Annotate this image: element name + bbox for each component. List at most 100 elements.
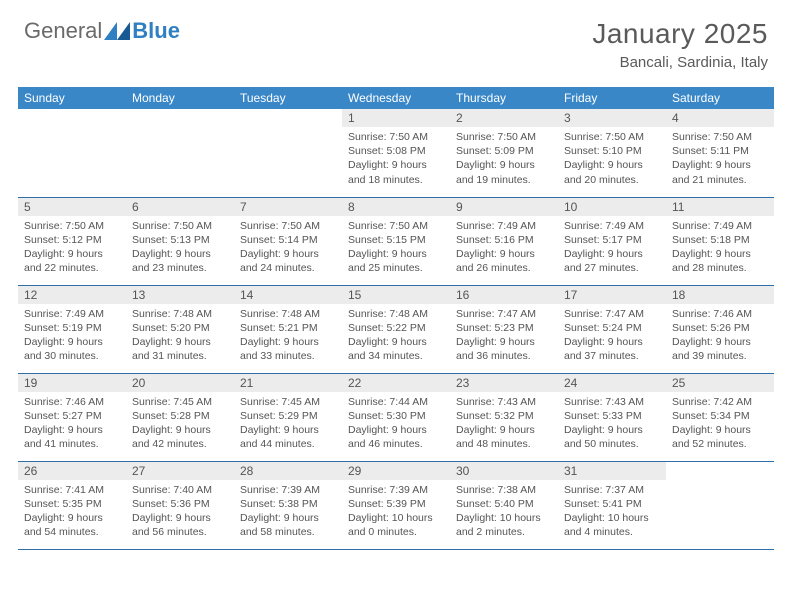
day-number: 18 [666, 286, 774, 304]
day-details: Sunrise: 7:47 AMSunset: 5:24 PMDaylight:… [558, 304, 666, 368]
day-number: 16 [450, 286, 558, 304]
day-number: 29 [342, 462, 450, 480]
calendar-cell: 18Sunrise: 7:46 AMSunset: 5:26 PMDayligh… [666, 285, 774, 373]
weekday-header: Sunday [18, 87, 126, 109]
day-details: Sunrise: 7:47 AMSunset: 5:23 PMDaylight:… [450, 304, 558, 368]
calendar-week-row: 1Sunrise: 7:50 AMSunset: 5:08 PMDaylight… [18, 109, 774, 197]
day-details: Sunrise: 7:49 AMSunset: 5:17 PMDaylight:… [558, 216, 666, 280]
day-details: Sunrise: 7:39 AMSunset: 5:39 PMDaylight:… [342, 480, 450, 544]
title-block: January 2025 Bancali, Sardinia, Italy [592, 18, 768, 71]
day-details: Sunrise: 7:48 AMSunset: 5:22 PMDaylight:… [342, 304, 450, 368]
weekday-header: Monday [126, 87, 234, 109]
weekday-row: SundayMondayTuesdayWednesdayThursdayFrid… [18, 87, 774, 109]
day-number: 31 [558, 462, 666, 480]
day-details: Sunrise: 7:49 AMSunset: 5:19 PMDaylight:… [18, 304, 126, 368]
day-number: 21 [234, 374, 342, 392]
day-details: Sunrise: 7:50 AMSunset: 5:10 PMDaylight:… [558, 127, 666, 191]
day-number: 22 [342, 374, 450, 392]
calendar-cell: 7Sunrise: 7:50 AMSunset: 5:14 PMDaylight… [234, 197, 342, 285]
day-number: 5 [18, 198, 126, 216]
calendar-head: SundayMondayTuesdayWednesdayThursdayFrid… [18, 87, 774, 109]
day-details: Sunrise: 7:50 AMSunset: 5:14 PMDaylight:… [234, 216, 342, 280]
calendar-cell: 31Sunrise: 7:37 AMSunset: 5:41 PMDayligh… [558, 461, 666, 549]
day-number: 17 [558, 286, 666, 304]
day-details: Sunrise: 7:40 AMSunset: 5:36 PMDaylight:… [126, 480, 234, 544]
day-details: Sunrise: 7:49 AMSunset: 5:18 PMDaylight:… [666, 216, 774, 280]
day-details: Sunrise: 7:49 AMSunset: 5:16 PMDaylight:… [450, 216, 558, 280]
calendar-week-row: 19Sunrise: 7:46 AMSunset: 5:27 PMDayligh… [18, 373, 774, 461]
calendar-cell: 27Sunrise: 7:40 AMSunset: 5:36 PMDayligh… [126, 461, 234, 549]
location-label: Bancali, Sardinia, Italy [592, 54, 768, 71]
calendar-cell: 25Sunrise: 7:42 AMSunset: 5:34 PMDayligh… [666, 373, 774, 461]
calendar-cell: 5Sunrise: 7:50 AMSunset: 5:12 PMDaylight… [18, 197, 126, 285]
day-number: 12 [18, 286, 126, 304]
day-number: 30 [450, 462, 558, 480]
day-details: Sunrise: 7:44 AMSunset: 5:30 PMDaylight:… [342, 392, 450, 456]
day-details: Sunrise: 7:50 AMSunset: 5:11 PMDaylight:… [666, 127, 774, 191]
calendar-cell: 14Sunrise: 7:48 AMSunset: 5:21 PMDayligh… [234, 285, 342, 373]
calendar-table: SundayMondayTuesdayWednesdayThursdayFrid… [18, 87, 774, 550]
day-number: 2 [450, 109, 558, 127]
day-details: Sunrise: 7:43 AMSunset: 5:32 PMDaylight:… [450, 392, 558, 456]
calendar-cell: 4Sunrise: 7:50 AMSunset: 5:11 PMDaylight… [666, 109, 774, 197]
logo-text-general: General [24, 18, 102, 43]
day-number: 7 [234, 198, 342, 216]
day-number: 1 [342, 109, 450, 127]
logo: General Blue [24, 18, 180, 44]
day-details: Sunrise: 7:50 AMSunset: 5:15 PMDaylight:… [342, 216, 450, 280]
day-details: Sunrise: 7:41 AMSunset: 5:35 PMDaylight:… [18, 480, 126, 544]
calendar-cell: 3Sunrise: 7:50 AMSunset: 5:10 PMDaylight… [558, 109, 666, 197]
day-number: 23 [450, 374, 558, 392]
calendar-cell: 20Sunrise: 7:45 AMSunset: 5:28 PMDayligh… [126, 373, 234, 461]
day-details: Sunrise: 7:43 AMSunset: 5:33 PMDaylight:… [558, 392, 666, 456]
calendar-body: 1Sunrise: 7:50 AMSunset: 5:08 PMDaylight… [18, 109, 774, 549]
day-number: 10 [558, 198, 666, 216]
weekday-header: Thursday [450, 87, 558, 109]
calendar-cell: 17Sunrise: 7:47 AMSunset: 5:24 PMDayligh… [558, 285, 666, 373]
day-number: 8 [342, 198, 450, 216]
calendar-cell: 16Sunrise: 7:47 AMSunset: 5:23 PMDayligh… [450, 285, 558, 373]
day-number: 3 [558, 109, 666, 127]
day-details: Sunrise: 7:38 AMSunset: 5:40 PMDaylight:… [450, 480, 558, 544]
day-details: Sunrise: 7:50 AMSunset: 5:13 PMDaylight:… [126, 216, 234, 280]
calendar-week-row: 12Sunrise: 7:49 AMSunset: 5:19 PMDayligh… [18, 285, 774, 373]
day-number: 11 [666, 198, 774, 216]
logo-text-blue: Blue [132, 18, 180, 44]
weekday-header: Friday [558, 87, 666, 109]
calendar-cell [126, 109, 234, 197]
calendar-cell: 19Sunrise: 7:46 AMSunset: 5:27 PMDayligh… [18, 373, 126, 461]
calendar-cell: 11Sunrise: 7:49 AMSunset: 5:18 PMDayligh… [666, 197, 774, 285]
day-number: 15 [342, 286, 450, 304]
calendar-cell: 21Sunrise: 7:45 AMSunset: 5:29 PMDayligh… [234, 373, 342, 461]
day-number: 4 [666, 109, 774, 127]
page-title: January 2025 [592, 18, 768, 50]
day-details: Sunrise: 7:50 AMSunset: 5:09 PMDaylight:… [450, 127, 558, 191]
calendar-cell: 28Sunrise: 7:39 AMSunset: 5:38 PMDayligh… [234, 461, 342, 549]
weekday-header: Tuesday [234, 87, 342, 109]
day-details: Sunrise: 7:50 AMSunset: 5:12 PMDaylight:… [18, 216, 126, 280]
calendar-cell: 29Sunrise: 7:39 AMSunset: 5:39 PMDayligh… [342, 461, 450, 549]
calendar-cell: 22Sunrise: 7:44 AMSunset: 5:30 PMDayligh… [342, 373, 450, 461]
day-details: Sunrise: 7:39 AMSunset: 5:38 PMDaylight:… [234, 480, 342, 544]
calendar-cell [234, 109, 342, 197]
calendar-cell: 9Sunrise: 7:49 AMSunset: 5:16 PMDaylight… [450, 197, 558, 285]
triangle-icon [104, 22, 130, 40]
calendar-cell: 2Sunrise: 7:50 AMSunset: 5:09 PMDaylight… [450, 109, 558, 197]
day-number: 27 [126, 462, 234, 480]
day-number: 14 [234, 286, 342, 304]
day-number: 24 [558, 374, 666, 392]
calendar-cell: 6Sunrise: 7:50 AMSunset: 5:13 PMDaylight… [126, 197, 234, 285]
day-details: Sunrise: 7:37 AMSunset: 5:41 PMDaylight:… [558, 480, 666, 544]
calendar-cell: 12Sunrise: 7:49 AMSunset: 5:19 PMDayligh… [18, 285, 126, 373]
calendar-cell: 30Sunrise: 7:38 AMSunset: 5:40 PMDayligh… [450, 461, 558, 549]
calendar-cell: 15Sunrise: 7:48 AMSunset: 5:22 PMDayligh… [342, 285, 450, 373]
day-number: 25 [666, 374, 774, 392]
day-number: 9 [450, 198, 558, 216]
calendar-cell: 26Sunrise: 7:41 AMSunset: 5:35 PMDayligh… [18, 461, 126, 549]
calendar-cell: 1Sunrise: 7:50 AMSunset: 5:08 PMDaylight… [342, 109, 450, 197]
day-details: Sunrise: 7:48 AMSunset: 5:21 PMDaylight:… [234, 304, 342, 368]
day-number: 20 [126, 374, 234, 392]
day-number: 19 [18, 374, 126, 392]
day-details: Sunrise: 7:45 AMSunset: 5:29 PMDaylight:… [234, 392, 342, 456]
calendar-cell [18, 109, 126, 197]
